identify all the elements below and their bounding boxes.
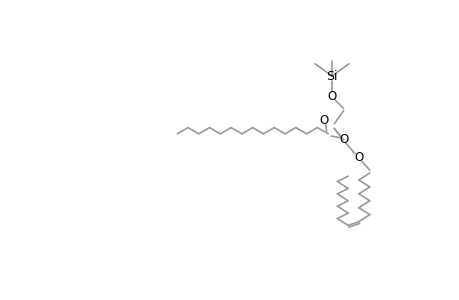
Text: O: O <box>353 151 363 164</box>
Text: O: O <box>327 90 336 103</box>
Text: Si: Si <box>325 70 337 83</box>
Text: O: O <box>319 114 328 127</box>
Text: O: O <box>338 134 347 146</box>
